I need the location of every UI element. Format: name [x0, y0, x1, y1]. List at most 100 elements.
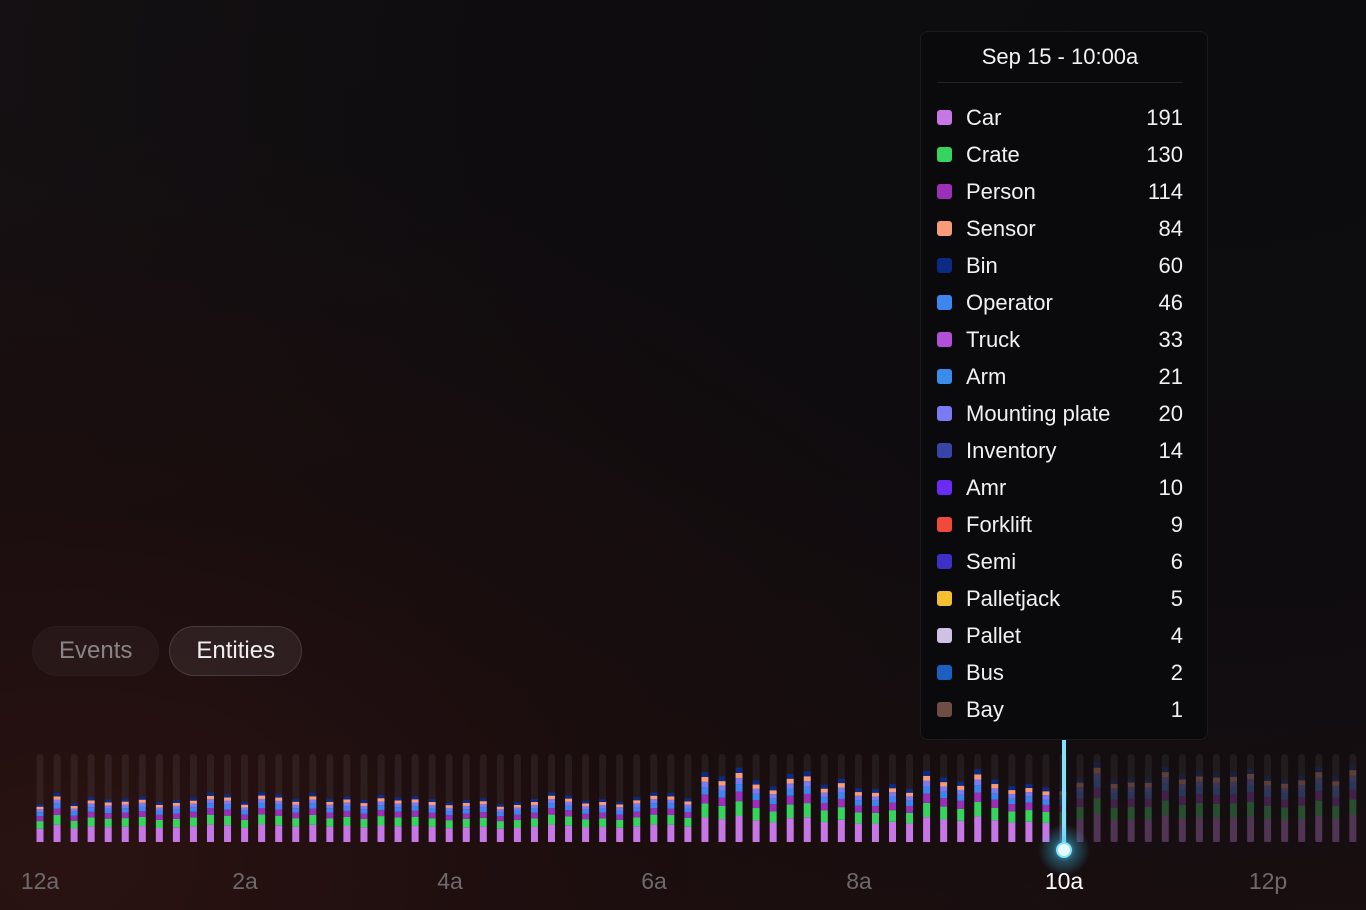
legend-name: Crate — [966, 141, 1020, 167]
timeline-bar-segment — [36, 806, 44, 810]
timeline-bar-segment — [87, 811, 95, 818]
timeline-bar-segment — [479, 812, 487, 818]
timeline-bar-segment — [735, 767, 743, 773]
timeline-bar-segment — [1144, 778, 1152, 783]
timeline-bar-segment — [803, 781, 811, 787]
timeline-bar-segment — [87, 797, 95, 801]
timeline-bar-segment — [377, 825, 385, 842]
timeline-bar-segment — [650, 824, 658, 842]
timeline-bar-segment — [87, 817, 95, 827]
timeline-bar-segment — [1298, 790, 1306, 797]
timeline-bar-segment — [837, 787, 845, 793]
timeline-bar-segment — [155, 820, 163, 829]
timeline-bar-segment — [752, 780, 760, 785]
timeline-bar-segment — [360, 805, 368, 810]
timeline-bar-segment — [1332, 790, 1340, 798]
view-toggle: Events Entities — [32, 626, 303, 676]
timeline-bar-segment — [1042, 787, 1050, 792]
swatch-palletjack — [937, 591, 952, 606]
timeline-bar-segment — [241, 801, 249, 805]
timeline-bar-segment — [326, 804, 334, 809]
timeline-bars — [36, 740, 1357, 876]
timeline-bar-segment — [684, 798, 692, 802]
timeline-bar-segment — [1315, 772, 1323, 778]
timeline-bar-segment — [582, 803, 590, 807]
legend-name: Bay — [966, 696, 1004, 722]
timeline-bar-segment — [104, 818, 112, 828]
timeline-bar-segment — [684, 807, 692, 813]
timeline-bar-segment — [1230, 787, 1237, 795]
timeline-bar-segment — [1161, 783, 1169, 791]
timeline-bar-segment — [1093, 798, 1101, 815]
entities-tab[interactable]: Entities — [169, 626, 303, 676]
timeline-bar-segment — [121, 818, 129, 827]
timeline-bar-segment — [769, 804, 777, 812]
timeline-bar-segment — [36, 804, 44, 807]
time-cursor-line[interactable] — [1062, 740, 1066, 848]
legend-value: 5 — [1170, 585, 1183, 611]
timeline-bar-segment — [394, 826, 402, 842]
timeline-bar-segment — [1127, 778, 1135, 783]
timeline-bar-segment — [599, 805, 607, 809]
timeline-chart[interactable] — [0, 740, 1366, 910]
timeline-bar-segment — [854, 823, 862, 842]
timeline-bar-segment — [428, 804, 436, 809]
timeline-bar-segment — [889, 784, 896, 789]
timeline-bar-segment — [1110, 807, 1118, 821]
timeline-bar-segment — [1161, 766, 1169, 773]
timeline-bar-segment — [343, 802, 351, 807]
timeline-bar-segment — [1349, 814, 1357, 842]
timeline-bar-segment — [1161, 790, 1169, 801]
timeline-bar-segment — [820, 784, 828, 789]
legend-row: Arm 21 — [937, 358, 1183, 395]
timeline-bar-segment — [1349, 781, 1357, 790]
timeline-bar-segment — [172, 809, 180, 814]
timeline-bar-segment — [1127, 819, 1135, 842]
time-cursor-handle[interactable] — [1056, 842, 1072, 858]
timeline-bar-segment — [906, 788, 914, 793]
timeline-bar-segment — [309, 799, 317, 804]
timeline-bar-segment — [616, 819, 624, 828]
swatch-amr — [937, 480, 952, 495]
timeline-bar-segment — [633, 800, 641, 804]
timeline-bar-segment — [479, 804, 487, 808]
timeline-bar-segment — [258, 824, 266, 842]
timeline-bar-segment — [616, 810, 624, 815]
timeline-bar-segment — [582, 809, 590, 814]
timeline-bar-segment — [1195, 794, 1203, 804]
timeline-bar-segment — [172, 827, 180, 842]
timeline-bar-segment — [735, 801, 743, 816]
timeline-bar-segment — [871, 800, 879, 806]
timeline-bar-segment — [1042, 795, 1050, 800]
timeline-bar-segment — [957, 794, 965, 801]
timeline-bar-segment — [871, 789, 879, 793]
timeline-bar-segment — [1076, 782, 1084, 788]
timeline-track — [1230, 754, 1237, 842]
timeline-bar-segment — [940, 786, 948, 792]
timeline-bar-segment — [496, 816, 504, 822]
timeline-bar-segment — [104, 799, 112, 803]
legend-value: 60 — [1158, 252, 1183, 278]
timeline-bar-segment — [1230, 771, 1237, 777]
legend-row: Truck 33 — [937, 321, 1183, 358]
timeline-bar-segment — [1161, 800, 1169, 816]
timeline-bar-segment — [1349, 789, 1357, 800]
events-tab[interactable]: Events — [32, 626, 159, 676]
timeline-bar-segment — [275, 804, 283, 810]
swatch-mounting-plate — [937, 406, 952, 421]
timeline-bar-segment — [667, 792, 675, 797]
timeline-bar-segment — [1264, 776, 1272, 781]
timeline-bar-segment — [871, 805, 879, 813]
timeline-bar-segment — [292, 804, 300, 809]
timeline-bar-segment — [957, 820, 965, 842]
timeline-bar-segment — [411, 799, 419, 803]
timeline-track — [1195, 754, 1203, 842]
timeline-track — [1212, 754, 1220, 842]
timeline-bar-segment — [462, 818, 470, 828]
legend-value: 114 — [1147, 178, 1183, 204]
timeline-bar-segment — [786, 783, 794, 789]
timeline-bar-segment — [1144, 798, 1152, 807]
legend-value: 9 — [1170, 511, 1183, 537]
timeline-bar-segment — [275, 794, 283, 798]
legend-name: Bin — [966, 252, 998, 278]
